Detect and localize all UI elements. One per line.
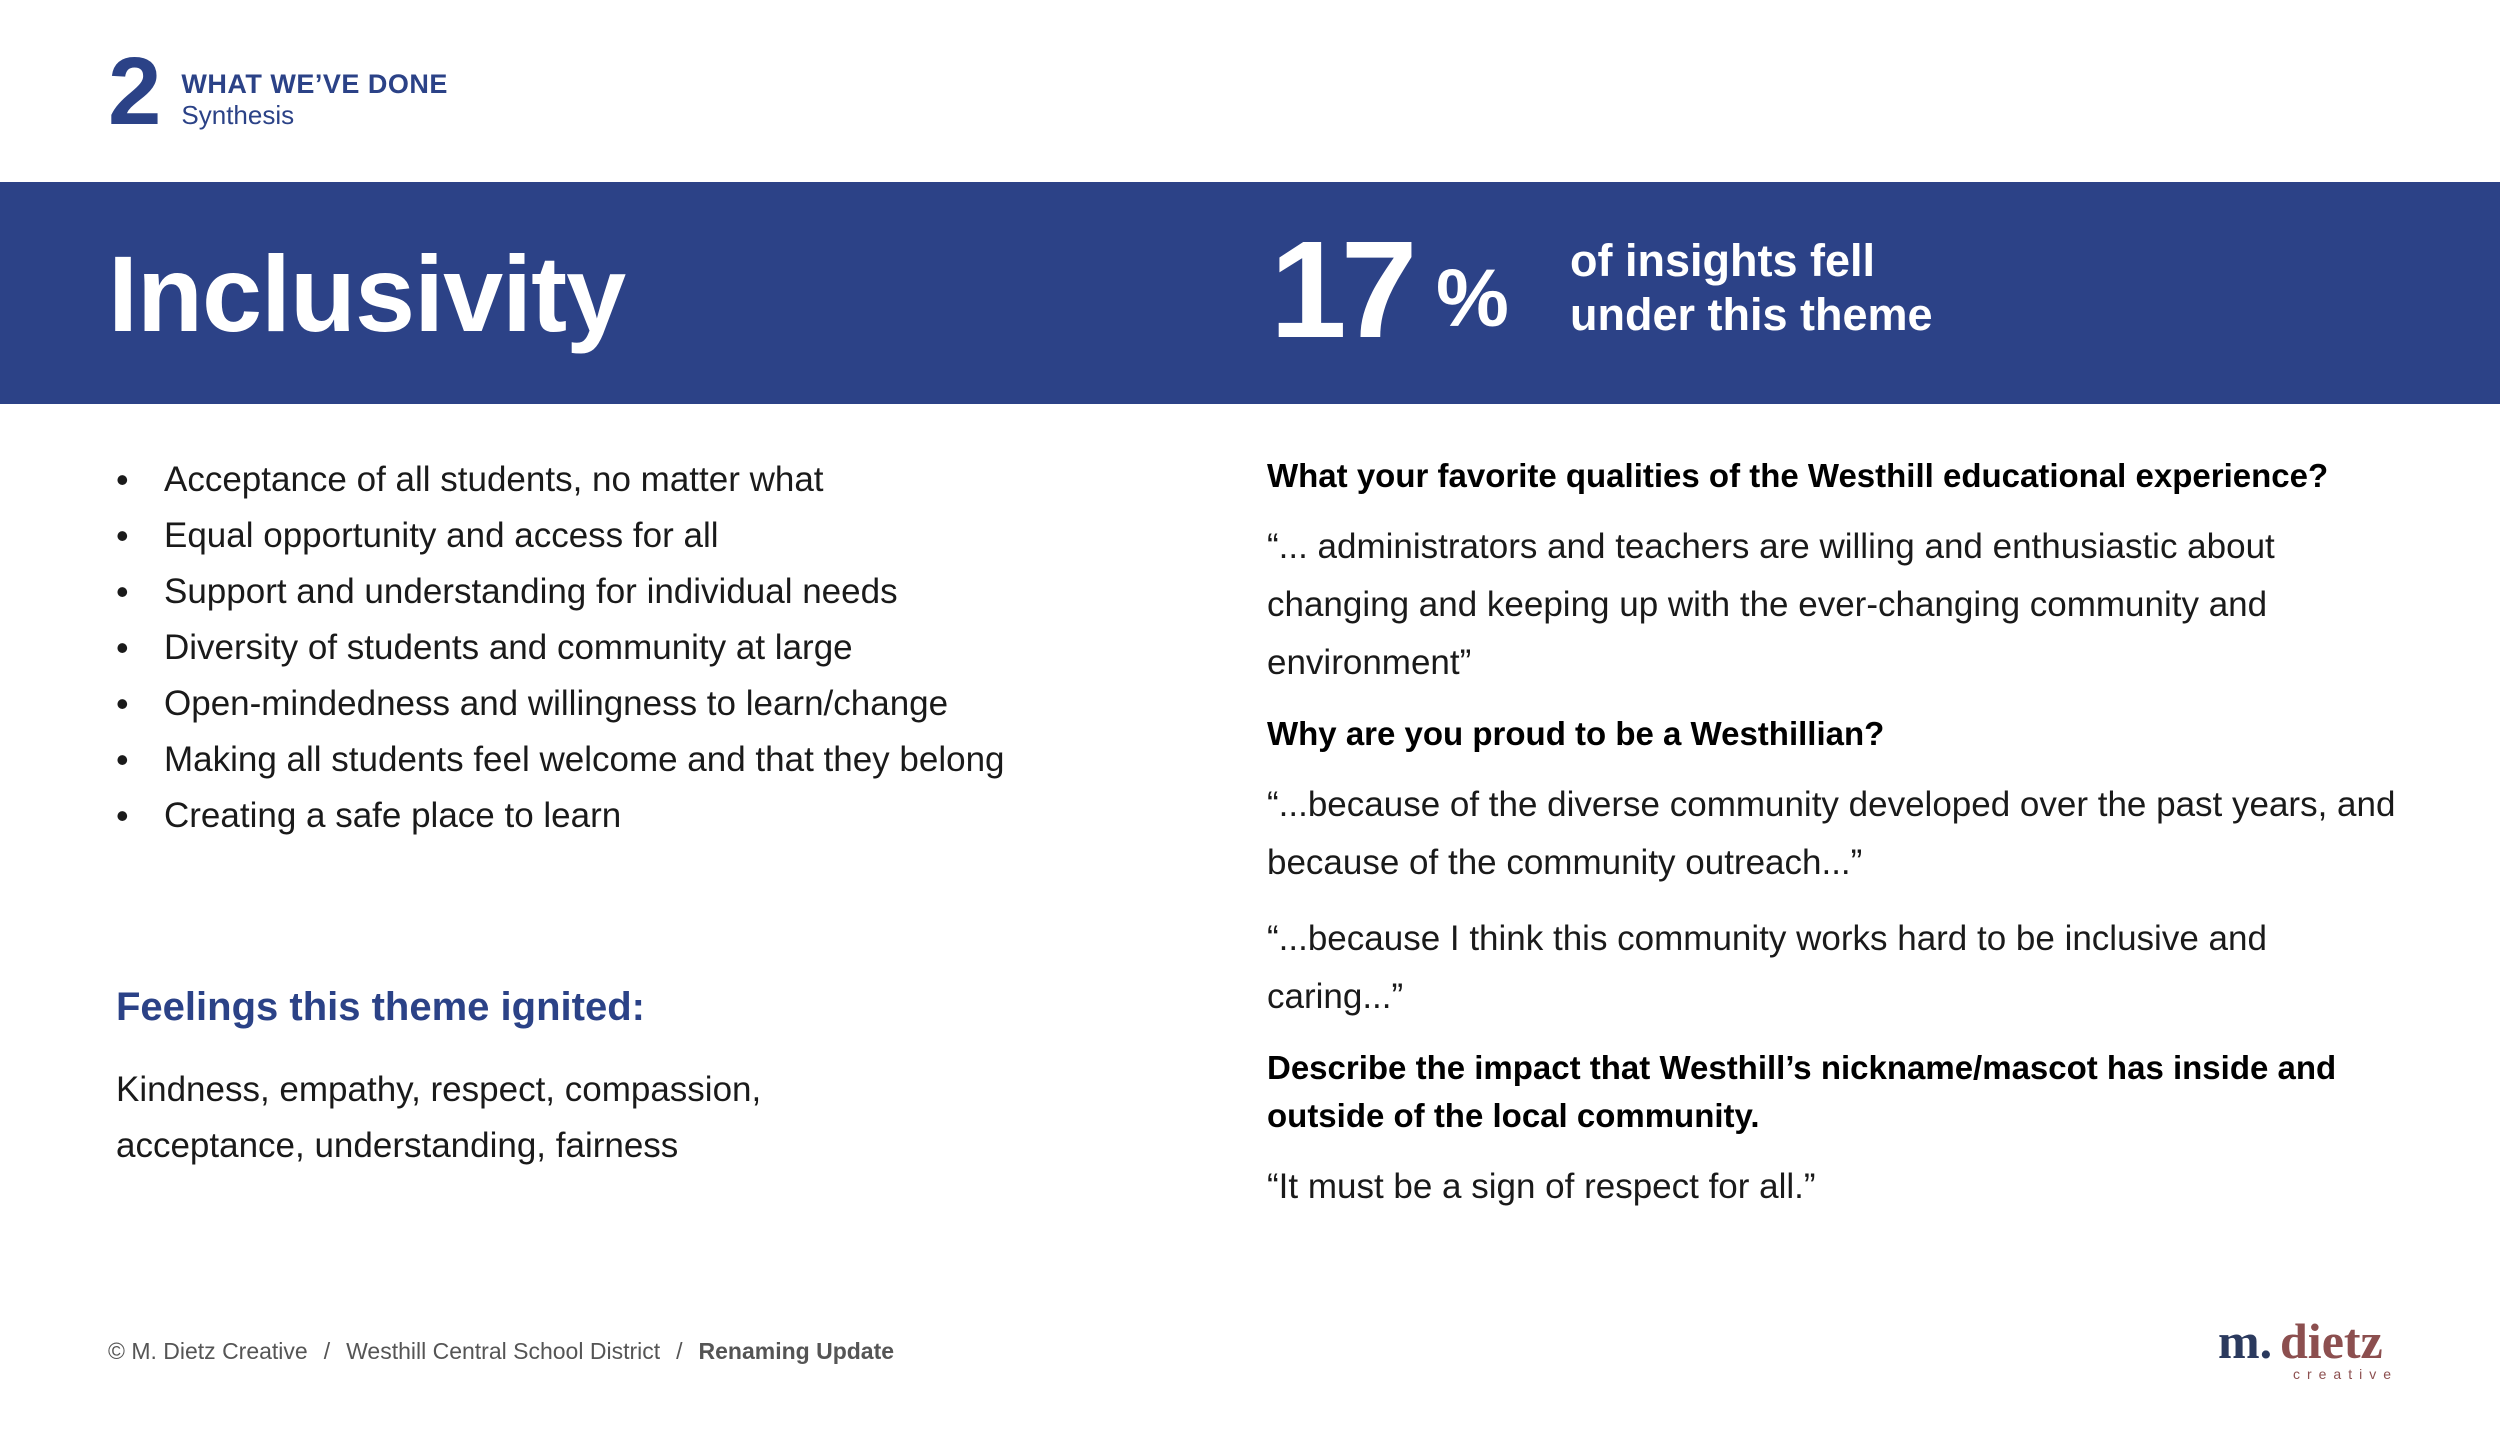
list-item: Open-mindedness and willingness to learn… — [116, 676, 1005, 732]
survey-answer: “...because I think this community works… — [1267, 919, 2267, 1016]
survey-answer: “... administrators and teachers are wil… — [1267, 527, 2275, 682]
list-item: Creating a safe place to learn — [116, 788, 1005, 844]
theme-banner: Inclusivity 17 % of insights fell under … — [0, 182, 2500, 404]
insight-bullet-list: Acceptance of all students, no matter wh… — [116, 452, 1005, 844]
list-item: Equal opportunity and access for all — [116, 508, 1005, 564]
stat-percent-sign: % — [1436, 253, 1509, 344]
survey-answer: “It must be a sign of respect for all.” — [1267, 1167, 1816, 1206]
section-number: 2 — [108, 38, 161, 145]
feelings-text: Kindness, empathy, respect, compassion, … — [116, 1070, 762, 1165]
footer-separator: / — [323, 1338, 331, 1364]
footer: © M. Dietz Creative / Westhill Central Sch… — [108, 1336, 894, 1366]
footer-client: Westhill Central School District — [346, 1338, 661, 1364]
logo-m: m. — [2218, 1313, 2273, 1369]
list-item: Making all students feel welcome and tha… — [116, 732, 1005, 788]
section-header: 2 WHAT WE’VE DONE Synthesis — [108, 38, 448, 145]
logo-dietz: dietz — [2280, 1313, 2383, 1369]
feelings-heading: Feelings this theme ignited: — [116, 985, 645, 1029]
section-subtitle: Synthesis — [181, 100, 295, 130]
survey-question: Why are you proud to be a Westhillian? — [1267, 715, 1885, 752]
list-item: Diversity of students and community at l… — [116, 620, 1005, 676]
footer-copyright: © M. Dietz Creative — [108, 1338, 308, 1364]
survey-question: Describe the impact that Westhill’s nick… — [1267, 1049, 2337, 1134]
survey-question: What your favorite qualities of the West… — [1267, 457, 2329, 494]
list-item: Acceptance of all students, no matter wh… — [116, 452, 1005, 508]
list-item: Support and understanding for individual… — [116, 564, 1005, 620]
stat-caption-line-1: of insights fell — [1570, 235, 1876, 286]
theme-title: Inclusivity — [108, 233, 626, 354]
logo-creative: creative — [2292, 1366, 2398, 1382]
stat-number: 17 — [1270, 213, 1417, 367]
survey-quotes: What your favorite qualities of the West… — [1267, 452, 2407, 1234]
survey-answer: “...because of the diverse community dev… — [1267, 785, 2396, 882]
stat-caption: of insights fell under this theme — [1570, 234, 1933, 342]
section-title: WHAT WE’VE DONE — [181, 69, 448, 99]
footer-separator: / — [676, 1338, 683, 1364]
footer-project: Renaming Update — [698, 1338, 895, 1364]
stat-caption-line-2: under this theme — [1570, 289, 1933, 340]
mdietz-logo: m. dietz creative — [2218, 1310, 2398, 1382]
section-labels: WHAT WE’VE DONE Synthesis — [181, 68, 448, 130]
